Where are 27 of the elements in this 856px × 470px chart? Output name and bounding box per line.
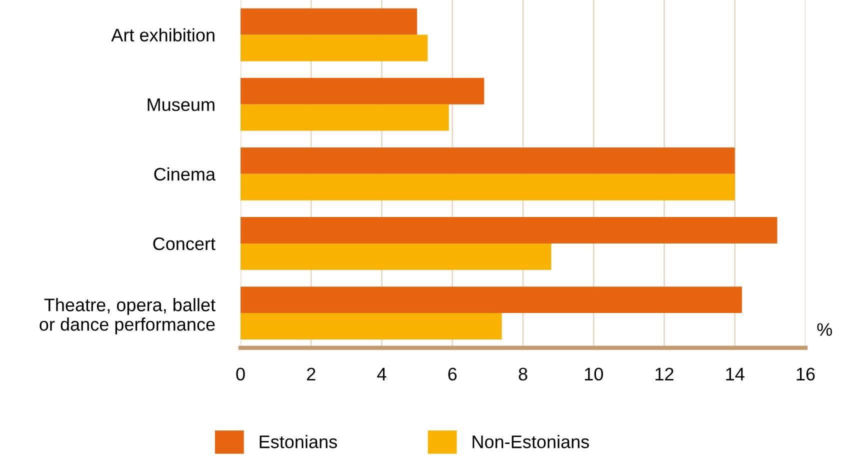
y-tick-label: Museum [148, 98, 214, 112]
x-tick-label: 6 [448, 368, 457, 381]
x-tick-label: 12 [656, 368, 674, 380]
y-tick-label: Art exhibition [111, 28, 214, 42]
bar [240, 174, 735, 200]
x-axis-title: % [817, 323, 832, 336]
bar [240, 34, 428, 62]
y-tick-label: Cinema [154, 167, 216, 181]
bar [240, 286, 742, 314]
x-tick-label: 8 [518, 368, 528, 381]
bar [240, 217, 778, 244]
bar [240, 313, 502, 340]
legend-label: Estonians [260, 434, 337, 448]
x-tick-label: 16 [796, 368, 815, 381]
legend-label: Non-Estonians [472, 434, 589, 448]
bar [240, 147, 735, 174]
bar [240, 78, 484, 104]
x-tick-label: 14 [726, 368, 744, 380]
y-tick-label: Theatre, opera, ballet or dance performance [40, 298, 216, 334]
bar [240, 243, 552, 270]
bar [240, 104, 449, 131]
bar [240, 8, 418, 35]
x-tick-label: 10 [584, 368, 603, 381]
y-tick-label: Concert [153, 237, 216, 250]
x-tick-label: 2 [307, 368, 316, 380]
x-tick-label: 4 [377, 368, 386, 380]
x-tick-label: 0 [236, 368, 245, 381]
